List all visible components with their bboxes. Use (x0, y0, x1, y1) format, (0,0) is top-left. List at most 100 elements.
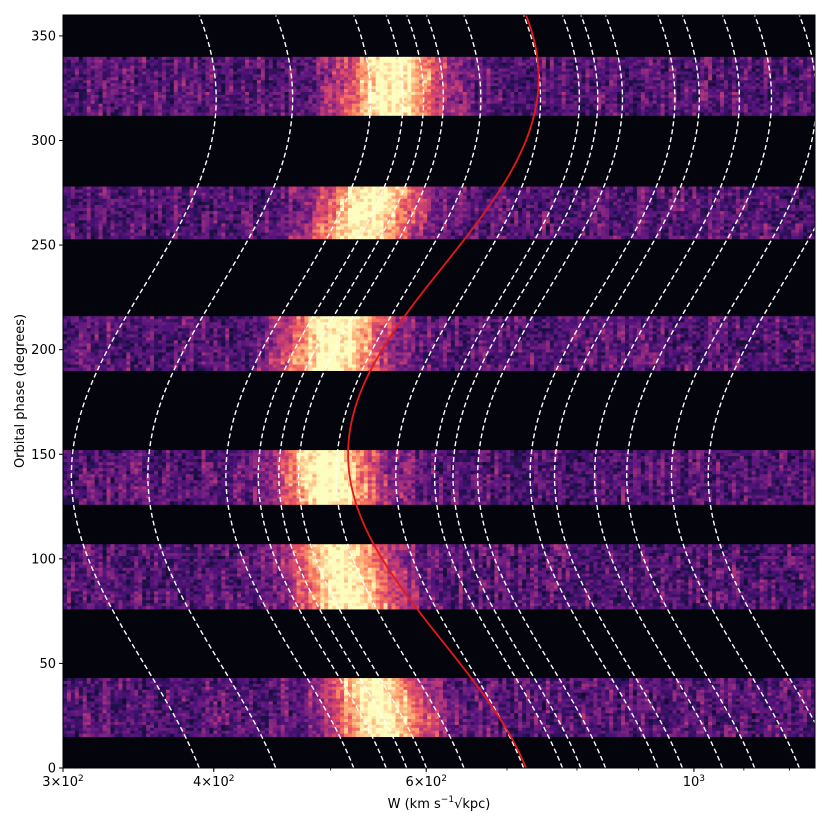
heatmap-cell (747, 730, 753, 735)
heatmap-cell (613, 707, 618, 711)
heatmap-cell (541, 724, 547, 729)
heatmap-cell (154, 544, 159, 548)
heatmap-cell (541, 558, 547, 563)
heatmap-cell (506, 710, 511, 714)
heatmap-cell (482, 719, 487, 723)
heatmap-cell (613, 547, 618, 551)
heatmap-cell (367, 689, 373, 694)
heatmap-cell (74, 686, 80, 691)
heatmap-cell (324, 701, 329, 705)
heatmap-cell (276, 678, 282, 682)
heatmap-cell (102, 550, 107, 554)
heatmap-cell (415, 721, 420, 726)
heatmap-cell (403, 555, 408, 560)
heatmap-cell (403, 683, 408, 688)
heatmap-cell (565, 558, 571, 563)
heatmap-cell (565, 547, 571, 551)
heatmap-cell (597, 716, 602, 720)
heatmap-cell (229, 561, 234, 566)
heatmap-cell (94, 680, 100, 685)
heatmap-cell (249, 727, 254, 732)
heatmap-cell (272, 727, 278, 732)
heatmap-cell (597, 547, 602, 551)
heatmap-cell (154, 707, 159, 711)
heatmap-cell (157, 698, 163, 702)
heatmap-cell (63, 710, 68, 714)
heatmap-cell (601, 710, 606, 714)
heatmap-cell (395, 544, 400, 548)
heatmap-cell (324, 680, 329, 685)
heatmap-cell (644, 710, 650, 714)
heatmap-cell (514, 701, 519, 705)
heatmap-cell (652, 695, 658, 699)
heatmap-cell (692, 553, 697, 557)
heatmap-cell (264, 678, 270, 682)
heatmap-cell (803, 710, 808, 714)
heatmap-cell (723, 727, 729, 732)
heatmap-cell (399, 730, 404, 735)
heatmap-cell (462, 680, 468, 685)
heatmap-cell (731, 558, 737, 563)
heatmap-cell (502, 692, 507, 697)
heatmap-cell (522, 686, 527, 691)
heatmap-cell (415, 724, 420, 729)
heatmap-cell (161, 680, 167, 685)
heatmap-cell (791, 733, 796, 738)
heatmap-cell (86, 553, 92, 557)
heatmap-cell (114, 707, 119, 711)
heatmap-cell (403, 707, 408, 711)
heatmap-cell (439, 724, 444, 729)
heatmap-cell (506, 701, 511, 705)
heatmap-cell (411, 678, 416, 682)
heatmap-cell (74, 724, 80, 729)
heatmap-cell (731, 701, 737, 705)
heatmap-cell (177, 686, 183, 691)
heatmap-cell (514, 716, 519, 720)
heatmap-cell (304, 550, 309, 554)
heatmap-cell (284, 558, 289, 563)
heatmap-cell (312, 721, 317, 726)
heatmap-cell (256, 713, 262, 717)
heatmap-cell (169, 547, 175, 551)
heatmap-cell (803, 713, 808, 717)
heatmap-cell (787, 558, 792, 563)
heatmap-cell (763, 721, 768, 726)
heatmap-cell (316, 707, 321, 711)
heatmap-cell (514, 558, 519, 563)
heatmap-cell (276, 553, 282, 557)
heatmap-cell (288, 678, 293, 682)
heatmap-cell (676, 547, 681, 551)
heatmap-cell (727, 724, 733, 729)
heatmap-cell (561, 710, 567, 714)
heatmap-cell (304, 544, 309, 548)
heatmap-cell (205, 678, 210, 682)
heatmap-cell (63, 553, 68, 557)
heatmap-cell (545, 695, 551, 699)
heatmap-cell (502, 727, 507, 732)
heatmap-cell (518, 701, 523, 705)
heatmap-cell (767, 719, 772, 723)
heatmap-cell (739, 555, 745, 560)
heatmap-cell (110, 713, 115, 717)
heatmap-cell (787, 547, 792, 551)
heatmap-cell (494, 550, 499, 554)
heatmap-cell (150, 707, 155, 711)
heatmap-cell (640, 547, 646, 551)
heatmap-cell (589, 558, 594, 563)
heatmap-cell (581, 724, 586, 729)
heatmap-cell (763, 553, 768, 557)
heatmap-cell (581, 544, 586, 548)
heatmap-cell (577, 730, 582, 735)
heatmap-cell (316, 689, 321, 694)
heatmap-cell (411, 550, 416, 554)
heatmap-cell (506, 678, 511, 682)
heatmap-cell (300, 719, 305, 723)
heatmap-cell (237, 550, 242, 554)
heatmap-cell (553, 695, 559, 699)
heatmap-cell (498, 555, 503, 560)
heatmap-cell (573, 698, 578, 702)
heatmap-cell (90, 678, 96, 682)
heatmap-cell (201, 721, 206, 726)
heatmap-cell (102, 713, 107, 717)
heatmap-cell (708, 713, 713, 717)
